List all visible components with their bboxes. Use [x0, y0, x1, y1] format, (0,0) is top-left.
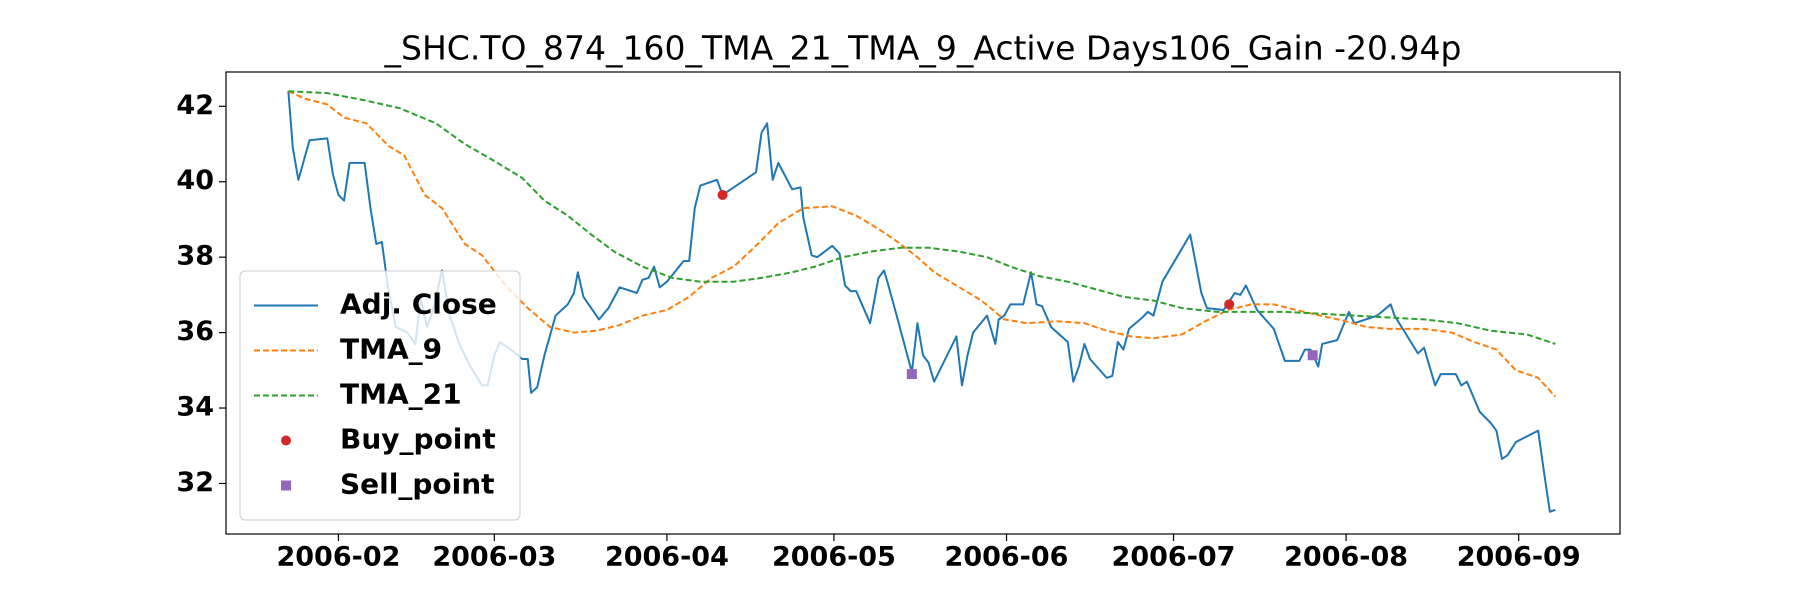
series-line [288, 90, 1556, 345]
sell-point [906, 369, 917, 380]
buy-point [717, 189, 728, 200]
y-tick-label: 42 [176, 90, 214, 121]
legend-label: TMA_9 [340, 333, 442, 366]
y-tick-label: 34 [176, 392, 214, 423]
legend-label: Buy_point [340, 423, 496, 456]
series-line [287, 90, 1557, 398]
legend-swatch [281, 435, 291, 446]
x-tick-label: 2006-06 [945, 542, 1069, 573]
legend-swatch [281, 480, 291, 491]
y-tick-label: 38 [176, 241, 214, 272]
buy-point [1224, 299, 1235, 310]
x-tick-label: 2006-08 [1284, 542, 1408, 573]
x-tick-label: 2006-04 [605, 542, 729, 573]
chart-title: _SHC.TO_874_160_TMA_21_TMA_9_Active Days… [384, 29, 1462, 68]
x-tick-label: 2006-07 [1112, 542, 1236, 573]
y-tick-label: 32 [176, 467, 214, 498]
legend-box [239, 270, 521, 521]
legend-label: Sell_point [340, 468, 495, 501]
x-tick-label: 2006-05 [772, 542, 896, 573]
legend-label: TMA_21 [340, 378, 462, 411]
y-tick-label: 40 [176, 165, 214, 196]
x-tick-label: 2006-02 [276, 542, 400, 573]
sell-point [1307, 350, 1318, 361]
legend-label: Adj. Close [340, 288, 497, 321]
x-tick-label: 2006-09 [1457, 542, 1581, 573]
x-tick-label: 2006-03 [432, 542, 556, 573]
y-tick-label: 36 [176, 316, 214, 347]
legend: Adj. Close TMA_9 TMA_21 Buy_point Sell_point [239, 270, 521, 521]
plot-frame [225, 71, 1621, 535]
